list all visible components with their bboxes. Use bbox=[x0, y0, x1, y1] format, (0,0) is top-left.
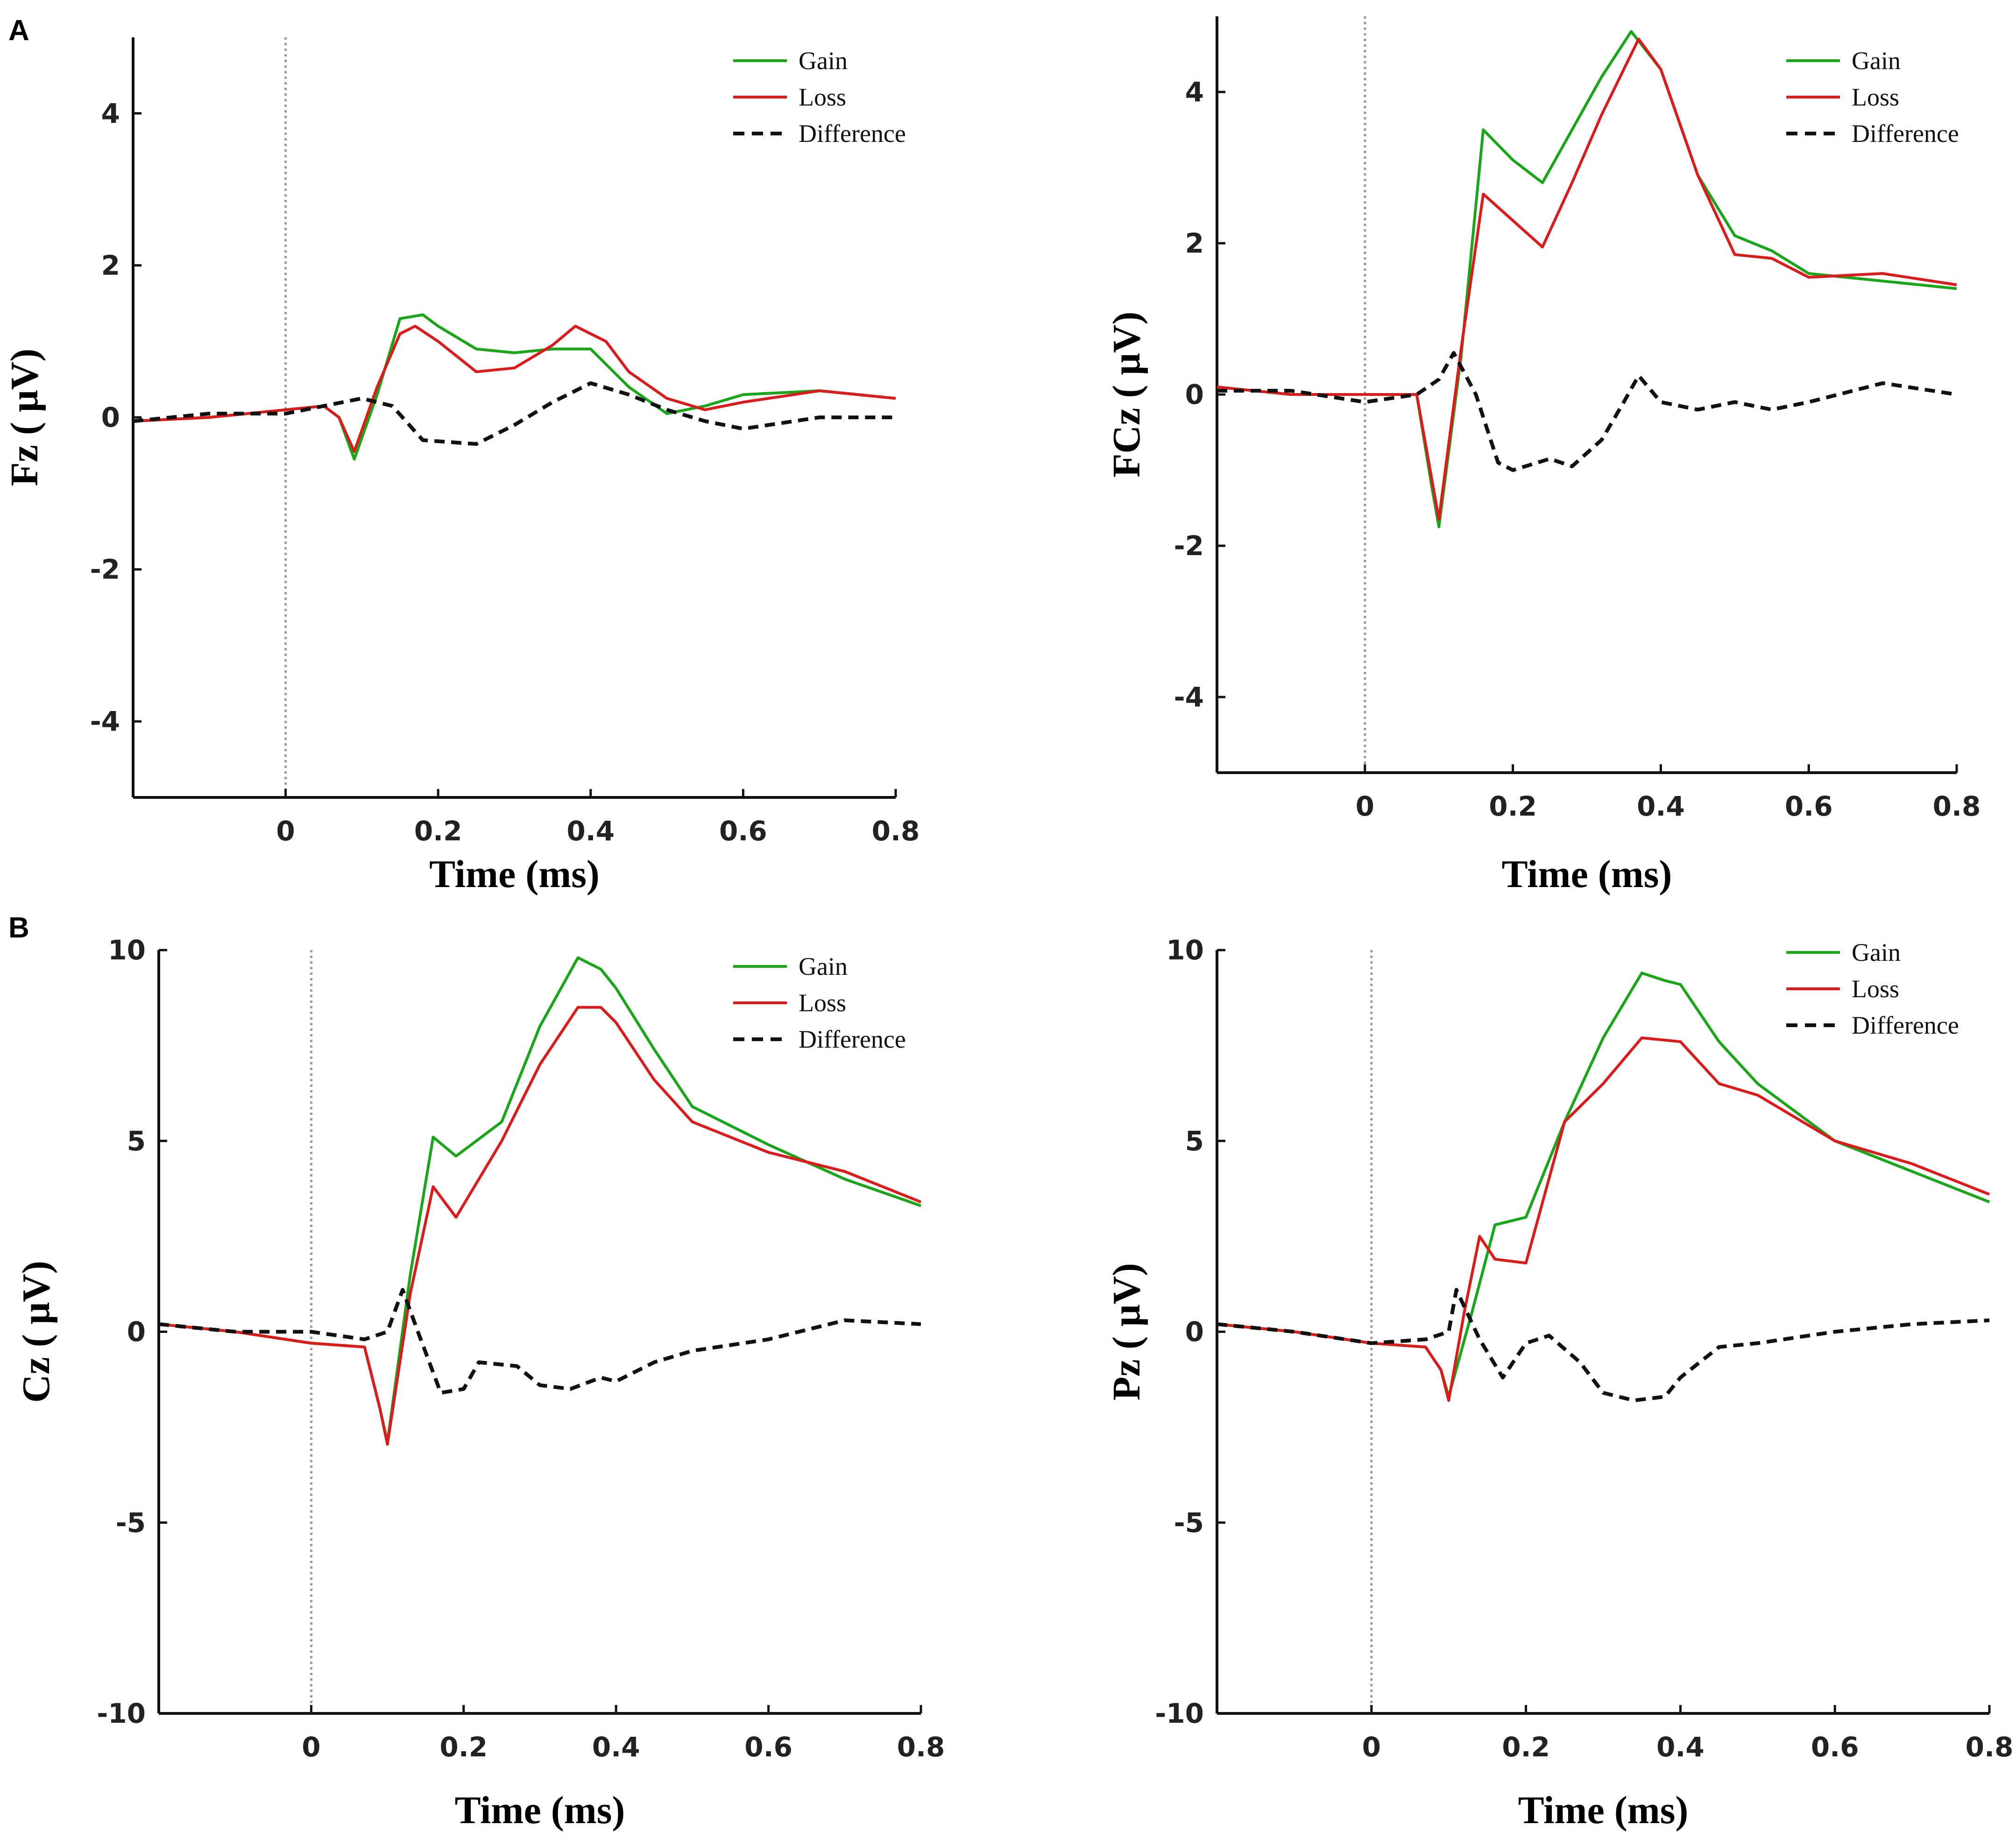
x-tick-label: 0.8 bbox=[1966, 1731, 2014, 1763]
x-tick-label: 0.6 bbox=[744, 1731, 792, 1763]
x-tick-label: 0.2 bbox=[439, 1731, 488, 1763]
y-tick-label: -10 bbox=[97, 1698, 146, 1729]
x-tick-label: 0.6 bbox=[1811, 1731, 1859, 1763]
legend-label-gain: Gain bbox=[1852, 47, 1901, 75]
y-axis-title: FCz ( μV) bbox=[1105, 311, 1148, 477]
y-tick-label: 4 bbox=[101, 98, 120, 129]
y-tick-label: 10 bbox=[1166, 934, 1204, 966]
panel-label-a: A bbox=[8, 14, 29, 47]
legend-label-loss: Loss bbox=[1852, 975, 1899, 1003]
series-loss-line bbox=[158, 1006, 922, 1446]
legend-label-gain: Gain bbox=[1852, 938, 1901, 966]
x-tick-label: 0.8 bbox=[872, 815, 920, 847]
legend-label-loss: Loss bbox=[799, 83, 846, 111]
legend: Gain Loss Difference bbox=[1786, 47, 1959, 148]
x-tick-label: 0.2 bbox=[1489, 790, 1537, 822]
legend-label-difference: Difference bbox=[1852, 120, 1959, 148]
y-tick-label: -10 bbox=[1155, 1698, 1204, 1729]
x-axis-title: Time (ms) bbox=[455, 1789, 625, 1832]
legend-label-difference: Difference bbox=[799, 120, 906, 148]
x-tick-label: 0.6 bbox=[1785, 790, 1833, 822]
x-tick-label: 0.4 bbox=[566, 815, 615, 847]
legend-label-difference: Difference bbox=[1852, 1011, 1959, 1039]
y-tick-label: 5 bbox=[1185, 1125, 1204, 1157]
x-tick-label: 0 bbox=[1356, 790, 1374, 822]
legend-label-gain: Gain bbox=[799, 952, 848, 980]
x-tick-label: 0.2 bbox=[414, 815, 462, 847]
y-tick-label: 5 bbox=[127, 1125, 146, 1157]
y-tick-label: 2 bbox=[1185, 227, 1204, 259]
y-tick-label: -4 bbox=[90, 705, 120, 737]
y-tick-label: -2 bbox=[90, 554, 120, 585]
y-tick-label: 2 bbox=[101, 249, 120, 281]
series-difference-line bbox=[158, 1288, 921, 1395]
series-difference-line bbox=[1217, 351, 1957, 472]
y-tick-label: 0 bbox=[127, 1316, 146, 1348]
x-tick-label: 0 bbox=[276, 815, 295, 847]
legend-label-loss: Loss bbox=[1852, 83, 1899, 111]
y-axis-title: Cz ( μV) bbox=[14, 1261, 58, 1402]
x-tick-label: 0.8 bbox=[1933, 790, 1981, 822]
panel-label-b: B bbox=[8, 912, 29, 944]
series-difference-line bbox=[1217, 1288, 1990, 1402]
series-loss-line bbox=[133, 324, 896, 453]
legend-label-loss: Loss bbox=[799, 989, 846, 1017]
x-tick-label: 0.6 bbox=[719, 815, 767, 847]
y-tick-label: 0 bbox=[1185, 379, 1204, 410]
x-tick-label: 0.2 bbox=[1502, 1731, 1550, 1763]
legend: Gain Loss Difference bbox=[733, 47, 906, 148]
legend: Gain Loss Difference bbox=[1786, 938, 1959, 1039]
y-tick-label: -5 bbox=[1174, 1507, 1204, 1538]
x-tick-label: 0.8 bbox=[897, 1731, 945, 1763]
y-tick-label: 0 bbox=[1185, 1316, 1204, 1348]
legend-label-difference: Difference bbox=[799, 1025, 906, 1053]
x-tick-label: 0.4 bbox=[1637, 790, 1685, 822]
chart-2: 4 2 0 -2 -4 0 0.2 0.4 0.6 0.8 Time (ms) FCz ( μV) Ga… bbox=[1105, 16, 1981, 896]
series-gain-line bbox=[133, 313, 896, 461]
x-tick-label: 0 bbox=[1362, 1731, 1381, 1763]
x-axis-title: Time (ms) bbox=[1518, 1789, 1689, 1832]
chart-grid: 4 2 0 -2 -4 0 0.2 0.4 0.6 0.8 Time (ms) Fz ( μV) Gai… bbox=[3, 16, 2013, 1832]
series-difference-line bbox=[133, 381, 896, 446]
y-tick-label: 4 bbox=[1185, 76, 1204, 108]
y-axis-title: Fz ( μV) bbox=[3, 349, 46, 486]
chart-3: 10 5 0 -5 -10 0 0.2 0.4 0.6 0.8 Time (ms) Cz ( μV) G… bbox=[14, 934, 945, 1832]
y-tick-label: -5 bbox=[116, 1507, 146, 1538]
chart-1: 4 2 0 -2 -4 0 0.2 0.4 0.6 0.8 Time (ms) Fz ( μV) Gai… bbox=[3, 37, 920, 896]
series-loss-line bbox=[1217, 1036, 1990, 1402]
x-tick-label: 0.4 bbox=[1656, 1731, 1705, 1763]
x-tick-label: 0.4 bbox=[592, 1731, 640, 1763]
series-loss-line bbox=[1217, 37, 1957, 521]
y-tick-label: 0 bbox=[101, 402, 120, 433]
x-axis-title: Time (ms) bbox=[429, 853, 600, 896]
y-tick-label: 10 bbox=[108, 934, 146, 966]
legend-label-gain: Gain bbox=[799, 47, 848, 75]
y-tick-label: -2 bbox=[1174, 530, 1204, 562]
y-tick-label: -4 bbox=[1174, 681, 1204, 713]
x-tick-label: 0 bbox=[302, 1731, 320, 1763]
legend: Gain Loss Difference bbox=[733, 952, 906, 1053]
x-axis-title: Time (ms) bbox=[1502, 853, 1672, 896]
y-axis-title: Pz ( μV) bbox=[1105, 1263, 1148, 1401]
chart-4: 10 5 0 -5 -10 0 0.2 0.4 0.6 0.8 Time (ms) Pz ( μV) G… bbox=[1105, 934, 2013, 1832]
